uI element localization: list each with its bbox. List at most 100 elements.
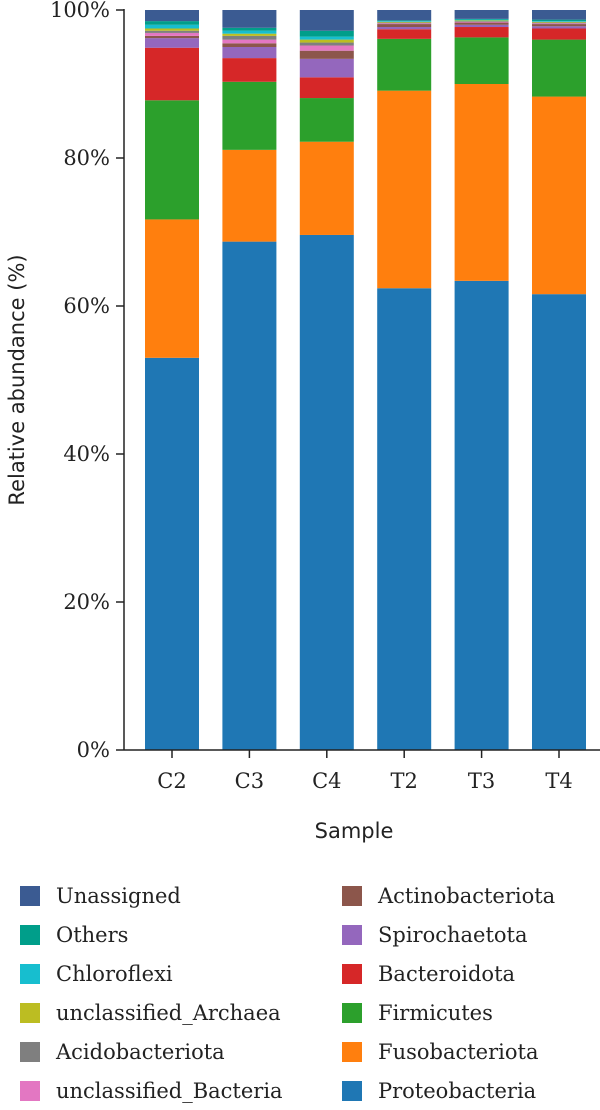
- bar-segment-t4-others: [532, 19, 586, 22]
- bar-segment-t2-fusobacteriota: [377, 90, 432, 289]
- legend-label-proteobacteria: Proteobacteria: [378, 1078, 537, 1103]
- bar-segment-c3-fusobacteriota: [222, 149, 277, 242]
- legend-label-fusobacteriota: Fusobacteriota: [378, 1039, 539, 1064]
- bar-segment-c3-unassigned: [222, 10, 277, 28]
- legend-swatch-proteobacteria: [342, 1080, 362, 1101]
- legend-item-unclassified-archaea: unclassified_Archaea: [20, 993, 283, 1032]
- bar-segment-c2-proteobacteria: [145, 357, 199, 750]
- legend-swatch-actinobacteriota: [342, 885, 362, 906]
- legend-label-chloroflexi: Chloroflexi: [56, 961, 173, 986]
- legend-item-proteobacteria: Proteobacteria: [342, 1071, 555, 1110]
- bar-segment-c3-unclassified-bacteria: [222, 39, 277, 44]
- bar-segment-t3-proteobacteria: [454, 280, 509, 750]
- bar-segment-c2-unclassified-bacteria: [145, 32, 199, 36]
- legend-item-bacteroidota: Bacteroidota: [342, 954, 555, 993]
- bar-segment-c2-chloroflexi: [145, 24, 199, 29]
- stacked-bar-chart: 0% 20% 40% 60% 80% 100% C2 C3 C4 T2 T3 T4 Relative …: [5, 0, 600, 843]
- legend-swatch-unclassified-bacteria: [20, 1080, 40, 1101]
- bar-segment-c3-actinobacteriota: [222, 43, 277, 47]
- bar-segment-c4-acidobacteriota: [299, 42, 354, 46]
- bar-segment-t4-chloroflexi: [532, 21, 586, 22]
- bar-segment-t3-unclassified-bacteria: [454, 21, 509, 23]
- bar-segment-t4-spirochaetota: [532, 26, 586, 29]
- y-tick-label-4: 80%: [63, 146, 110, 170]
- bar-segment-c3-unclassified-archaea: [222, 33, 277, 36]
- legend-swatch-acidobacteriota: [20, 1041, 40, 1062]
- bar-segment-t4-proteobacteria: [532, 294, 586, 750]
- legend-swatch-bacteroidota: [342, 963, 362, 984]
- bar-segment-c2-bacteroidota: [145, 47, 199, 101]
- legend-column-right: Actinobacteriota Spirochaetota Bacteroidot…: [342, 876, 555, 1110]
- bar-segment-t4-bacteroidota: [532, 28, 586, 40]
- bar-segment-t3-unassigned: [454, 10, 509, 19]
- legend-item-acidobacteriota: Acidobacteriota: [20, 1032, 283, 1071]
- legend-label-unclassified-bacteria: unclassified_Bacteria: [56, 1078, 283, 1103]
- bar-segment-c4-fusobacteriota: [299, 141, 354, 235]
- bar-segment-c2-unassigned: [145, 10, 199, 22]
- legend-label-unclassified-archaea: unclassified_Archaea: [56, 1000, 281, 1025]
- legend-column-left: Unassigned Others Chloroflexi unclassified_…: [20, 876, 283, 1110]
- bar-segment-t2-actinobacteriota: [377, 24, 432, 28]
- bar-segment-t3-bacteroidota: [454, 27, 509, 38]
- legend-swatch-fusobacteriota: [342, 1041, 362, 1062]
- bar-segment-c4-others: [299, 30, 354, 37]
- bar-segment-c4-unclassified-archaea: [299, 39, 354, 43]
- bar-segment-c2-others: [145, 21, 199, 25]
- bar-segment-t2-firmicutes: [377, 38, 432, 91]
- bar-segment-c4-unassigned: [299, 10, 354, 31]
- y-tick-label-1: 20%: [63, 590, 110, 614]
- bar-segment-c3-spirochaetota: [222, 47, 277, 59]
- bar-segment-t4-firmicutes: [532, 39, 586, 97]
- bar-segment-c4-spirochaetota: [299, 58, 354, 78]
- legend-swatch-unassigned: [20, 885, 40, 906]
- legend-swatch-spirochaetota: [342, 924, 362, 945]
- bar-segment-t2-unclassified-bacteria: [377, 23, 432, 25]
- bar-segment-t4-acidobacteriota: [532, 22, 586, 24]
- bar-segment-t3-others: [454, 18, 509, 20]
- legend-label-spirochaetota: Spirochaetota: [378, 922, 528, 947]
- legend-item-others: Others: [20, 915, 283, 954]
- legend-label-unassigned: Unassigned: [56, 883, 181, 908]
- bar-segment-c3-firmicutes: [222, 81, 277, 150]
- bar-segment-c2-spirochaetota: [145, 38, 199, 48]
- bar-segment-c4-actinobacteriota: [299, 50, 354, 59]
- y-tick-label-3: 60%: [63, 294, 110, 318]
- bar-segment-t2-unassigned: [377, 10, 432, 21]
- bar-segment-t2-bacteroidota: [377, 29, 432, 39]
- axes-layer: 0% 20% 40% 60% 80% 100% C2 C3 C4 T2 T3 T4: [50, 0, 600, 793]
- bar-segment-c2-firmicutes: [145, 100, 199, 220]
- bar-segment-t3-firmicutes: [454, 37, 509, 84]
- legend-swatch-unclassified-archaea: [20, 1002, 40, 1023]
- bars-layer: [145, 10, 586, 750]
- legend-swatch-chloroflexi: [20, 963, 40, 984]
- bar-segment-c4-chloroflexi: [299, 36, 354, 40]
- x-tick-label-t4: T4: [545, 769, 572, 793]
- x-tick-label-c2: C2: [157, 769, 186, 793]
- bar-segment-c4-proteobacteria: [299, 234, 354, 750]
- bar-segment-t2-others: [377, 20, 432, 22]
- bar-segment-t3-fusobacteriota: [454, 84, 509, 281]
- bar-segment-c3-acidobacteriota: [222, 35, 277, 40]
- bar-segment-c4-unclassified-bacteria: [299, 45, 354, 51]
- bar-segment-t2-unclassified-archaea: [377, 21, 432, 23]
- legend-swatch-others: [20, 924, 40, 945]
- bar-segment-t2-chloroflexi: [377, 21, 432, 22]
- bar-segment-t3-acidobacteriota: [454, 21, 509, 22]
- bar-segment-c3-chloroflexi: [222, 30, 277, 34]
- bar-segment-t3-unclassified-archaea: [454, 20, 509, 22]
- bar-segment-t2-acidobacteriota: [377, 22, 432, 24]
- y-axis-title: Relative abundance (%): [5, 254, 29, 505]
- bar-segment-t4-unclassified-bacteria: [532, 23, 586, 25]
- bar-segment-c2-unclassified-archaea: [145, 28, 199, 31]
- x-tick-label-t3: T3: [468, 769, 495, 793]
- bar-segment-t3-spirochaetota: [454, 24, 509, 28]
- bar-segment-t3-actinobacteriota: [454, 22, 509, 25]
- legend-label-actinobacteriota: Actinobacteriota: [378, 883, 556, 908]
- legend-item-chloroflexi: Chloroflexi: [20, 954, 283, 993]
- x-axis-title: Sample: [315, 819, 394, 843]
- bar-segment-c3-bacteroidota: [222, 58, 277, 82]
- bar-segment-t4-actinobacteriota: [532, 24, 586, 27]
- bar-segment-t2-spirochaetota: [377, 27, 432, 30]
- bar-segment-c3-others: [222, 27, 277, 31]
- bar-segment-c2-acidobacteriota: [145, 30, 199, 33]
